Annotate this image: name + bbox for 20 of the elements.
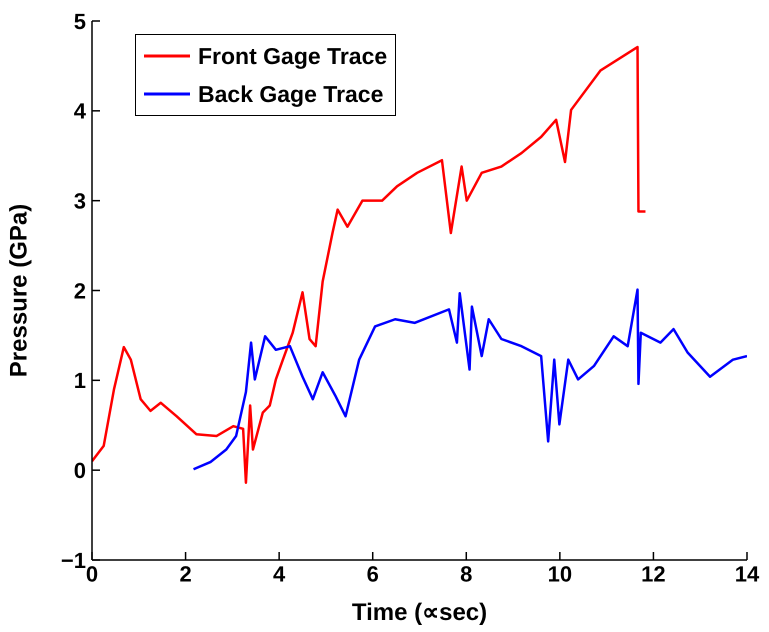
legend-label: Front Gage Trace [198,42,388,70]
legend-label: Back Gage Trace [198,80,384,108]
y-tick-label: 0 [74,458,86,483]
y-tick-label: 3 [74,188,86,214]
y-tick-label: 1 [74,368,86,394]
x-tick-label: 12 [641,562,666,587]
x-tick-label: 6 [366,562,379,587]
line-series [192,288,747,471]
x-tick-label: 14 [734,562,760,587]
x-tick-label: 10 [548,562,572,587]
y-tick-label: 2 [74,278,86,304]
line-series [92,46,647,484]
y-tick-label: −1 [60,548,86,573]
y-tick-label: 5 [74,8,86,34]
y-axis-title: Pressure (GPa) [6,204,33,378]
y-tick-label: 4 [74,98,87,124]
x-axis-title: Time (∝sec) [352,599,488,626]
x-tick-label: 4 [273,562,286,587]
x-tick-label: 8 [460,562,472,587]
x-tick-label: 2 [179,562,192,587]
